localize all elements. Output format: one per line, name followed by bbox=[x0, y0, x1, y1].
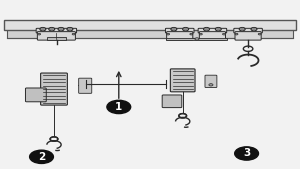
Circle shape bbox=[195, 38, 199, 40]
Circle shape bbox=[217, 29, 220, 30]
Circle shape bbox=[38, 33, 40, 35]
Circle shape bbox=[50, 137, 58, 141]
Circle shape bbox=[235, 147, 259, 160]
FancyBboxPatch shape bbox=[79, 78, 92, 93]
Circle shape bbox=[72, 33, 75, 35]
Circle shape bbox=[253, 29, 255, 30]
Circle shape bbox=[199, 33, 202, 35]
Circle shape bbox=[179, 114, 187, 118]
FancyBboxPatch shape bbox=[162, 95, 182, 108]
Circle shape bbox=[251, 28, 257, 31]
Circle shape bbox=[42, 29, 44, 30]
Circle shape bbox=[183, 28, 189, 31]
Circle shape bbox=[190, 33, 193, 35]
Circle shape bbox=[239, 28, 245, 31]
Circle shape bbox=[171, 28, 177, 31]
Circle shape bbox=[69, 29, 71, 30]
Circle shape bbox=[205, 29, 208, 30]
FancyBboxPatch shape bbox=[199, 32, 226, 40]
Bar bbox=[7, 29, 293, 38]
Circle shape bbox=[184, 29, 187, 30]
FancyBboxPatch shape bbox=[167, 32, 193, 40]
FancyBboxPatch shape bbox=[235, 32, 261, 40]
Circle shape bbox=[258, 33, 261, 35]
FancyBboxPatch shape bbox=[26, 88, 46, 102]
Bar bbox=[47, 38, 66, 40]
Text: 3: 3 bbox=[243, 149, 250, 159]
Circle shape bbox=[223, 33, 226, 35]
FancyBboxPatch shape bbox=[205, 75, 217, 88]
FancyBboxPatch shape bbox=[234, 28, 262, 33]
Circle shape bbox=[215, 28, 221, 31]
Bar bbox=[4, 20, 296, 30]
Circle shape bbox=[58, 28, 64, 31]
FancyBboxPatch shape bbox=[38, 32, 75, 40]
Circle shape bbox=[204, 28, 209, 31]
Circle shape bbox=[107, 100, 131, 114]
Circle shape bbox=[167, 33, 170, 35]
Circle shape bbox=[49, 28, 55, 31]
Circle shape bbox=[30, 150, 53, 163]
Circle shape bbox=[40, 28, 46, 31]
FancyBboxPatch shape bbox=[170, 69, 195, 92]
Circle shape bbox=[235, 33, 238, 35]
Circle shape bbox=[60, 29, 62, 30]
Circle shape bbox=[172, 29, 175, 30]
Circle shape bbox=[209, 84, 213, 86]
Circle shape bbox=[241, 29, 243, 30]
Text: 2: 2 bbox=[38, 152, 45, 162]
Text: 1: 1 bbox=[115, 102, 122, 112]
Circle shape bbox=[50, 29, 53, 30]
Circle shape bbox=[67, 28, 73, 31]
FancyBboxPatch shape bbox=[36, 28, 76, 33]
FancyBboxPatch shape bbox=[166, 28, 194, 33]
Bar bbox=[166, 38, 227, 40]
FancyBboxPatch shape bbox=[40, 73, 68, 105]
FancyBboxPatch shape bbox=[198, 28, 227, 33]
